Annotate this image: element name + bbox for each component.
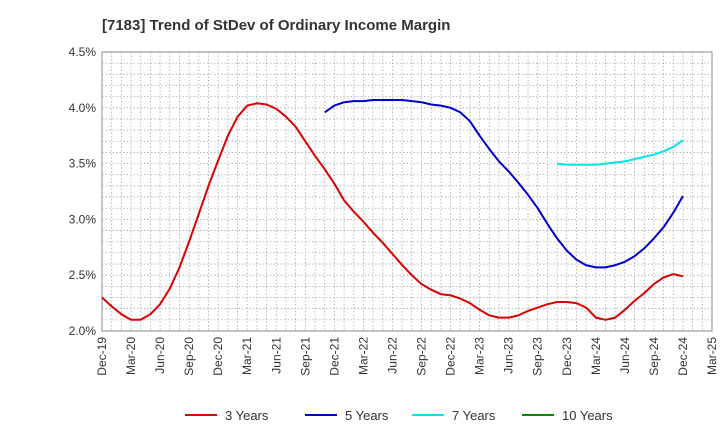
x-tick-label: Dec-20 <box>211 337 225 376</box>
x-tick-label: Dec-21 <box>327 337 341 376</box>
legend-label: 10 Years <box>562 408 613 423</box>
x-tick-label: Dec-23 <box>560 337 574 376</box>
x-tick-label: Jun-21 <box>269 337 283 374</box>
legend-label: 5 Years <box>345 408 389 423</box>
x-tick-label: Dec-19 <box>95 337 109 376</box>
legend: 3 Years 5 Years 7 Years 10 Years <box>185 408 613 423</box>
x-tick-label: Jun-23 <box>502 337 516 374</box>
axis-tick-labels: 2.0% 2.5% 3.0% 3.5% 4.0% 4.5% Dec-19 Mar-20 Jun-… <box>69 45 719 376</box>
x-tick-label: Mar-24 <box>589 337 603 375</box>
x-tick-label: Sep-20 <box>182 337 196 376</box>
x-tick-label: Jun-24 <box>618 337 632 374</box>
x-tick-label: Jun-22 <box>385 337 399 374</box>
legend-label: 3 Years <box>225 408 269 423</box>
x-tick-label: Mar-21 <box>240 337 254 375</box>
y-tick-label: 2.5% <box>69 268 97 282</box>
x-tick-label: Mar-25 <box>705 337 719 375</box>
legend-label: 7 Years <box>452 408 496 423</box>
x-tick-label: Mar-23 <box>473 337 487 375</box>
x-tick-label: Dec-22 <box>444 337 458 376</box>
x-tick-label: Sep-21 <box>298 337 312 376</box>
plot-area <box>101 51 713 332</box>
x-tick-label: Dec-24 <box>676 337 690 376</box>
x-tick-label: Mar-22 <box>356 337 370 375</box>
y-tick-label: 4.5% <box>69 45 97 59</box>
chart-title: [7183] Trend of StDev of Ordinary Income… <box>102 17 450 34</box>
x-tick-label: Jun-20 <box>153 337 167 374</box>
x-tick-label: Sep-23 <box>531 337 545 376</box>
x-tick-label: Sep-22 <box>415 337 429 376</box>
y-tick-label: 4.0% <box>69 101 97 115</box>
series-line-5-years <box>324 99 684 269</box>
y-tick-label: 3.0% <box>69 212 97 226</box>
y-tick-label: 3.5% <box>69 157 97 171</box>
series-line-3-years <box>101 102 684 321</box>
y-tick-label: 2.0% <box>69 324 97 338</box>
x-tick-label: Sep-24 <box>647 337 661 376</box>
x-tick-label: Mar-20 <box>124 337 138 375</box>
series-line-7-years <box>556 139 684 166</box>
series-lines <box>101 99 684 321</box>
